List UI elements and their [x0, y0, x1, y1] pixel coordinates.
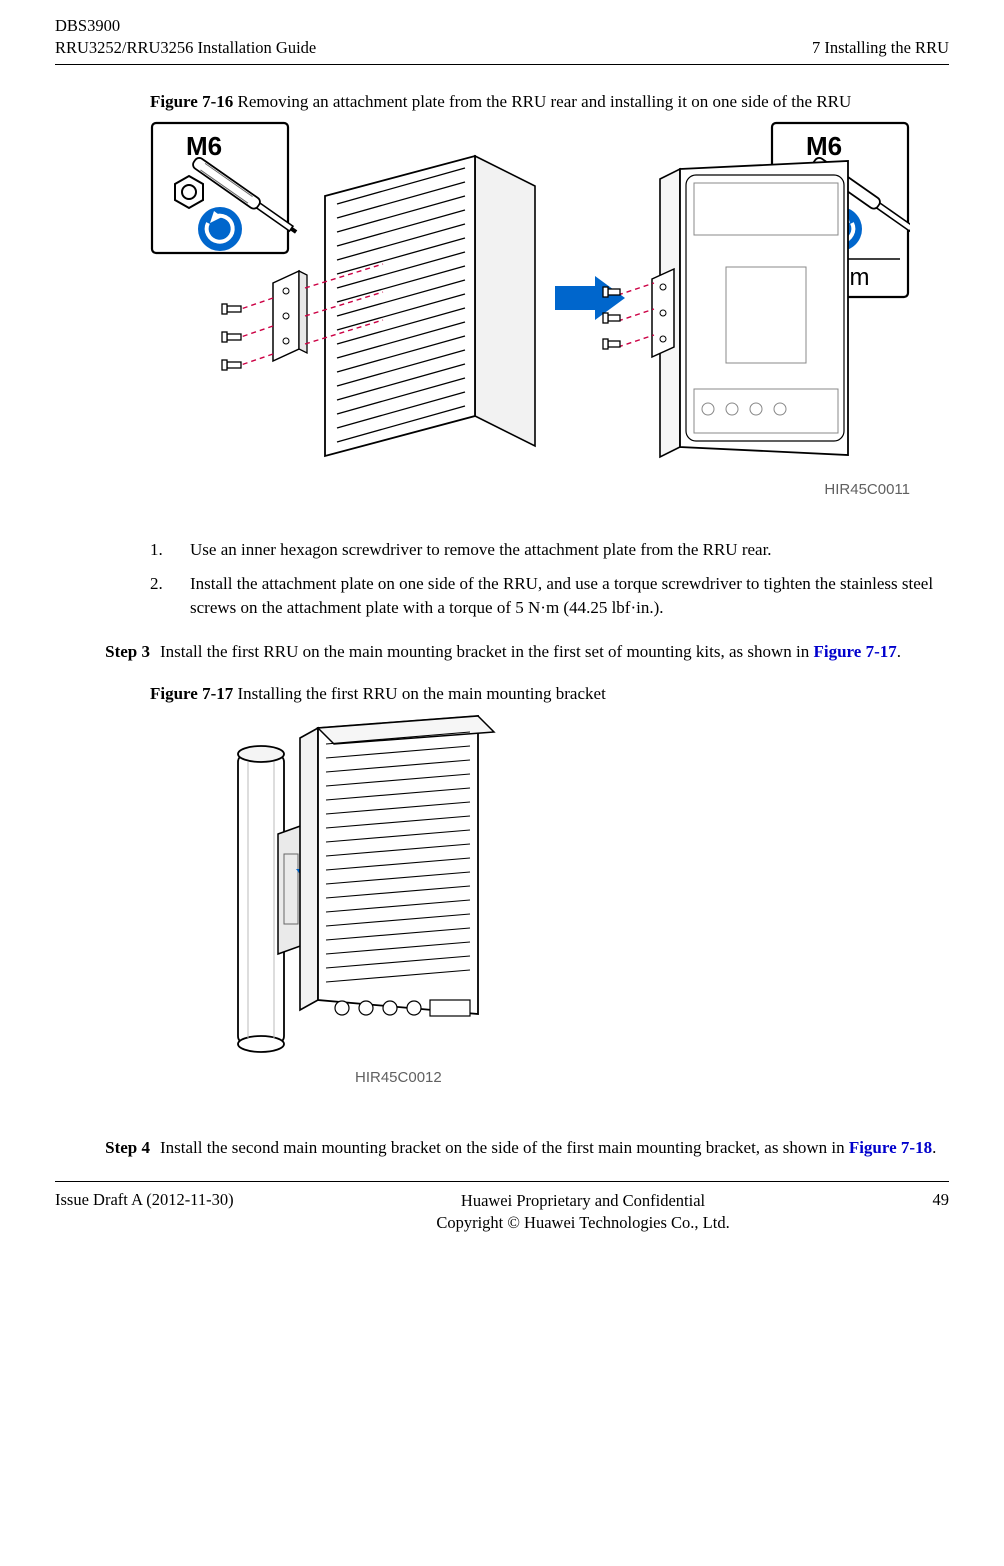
list-item: 2. Install the attachment plate on one s…	[150, 572, 949, 620]
page-footer: Issue Draft A (2012-11-30) Huawei Propri…	[55, 1181, 949, 1235]
figure-7-17-caption-text: Installing the first RRU on the main mou…	[233, 684, 606, 703]
svg-text:M6: M6	[806, 131, 842, 161]
figure-ref-link[interactable]: Figure 7-18	[849, 1138, 932, 1157]
figure-ref-link[interactable]: Figure 7-17	[813, 642, 896, 661]
step-3-label: Step 3	[85, 640, 160, 665]
header-product: DBS3900	[55, 15, 316, 37]
footer-page-num: 49	[933, 1190, 950, 1210]
step-3: Step 3 Install the first RRU on the main…	[85, 640, 949, 665]
list-item-text: Install the attachment plate on one side…	[190, 572, 949, 620]
figure-7-17-caption: Figure 7-17 Installing the first RRU on …	[150, 682, 934, 706]
substep-list: 1. Use an inner hexagon screwdriver to r…	[150, 538, 949, 619]
figure-7-16-label: Figure 7-16	[150, 92, 233, 111]
list-item-num: 1.	[150, 538, 190, 562]
figure-7-16-caption: Figure 7-16 Removing an attachment plate…	[150, 90, 934, 114]
step-4-before: Install the second main mounting bracket…	[160, 1138, 849, 1157]
list-item-num: 2.	[150, 572, 190, 620]
header-chapter: 7 Installing the RRU	[812, 37, 949, 59]
step-3-after: .	[897, 642, 901, 661]
figure-7-16-caption-text: Removing an attachment plate from the RR…	[233, 92, 851, 111]
header-doc-title: RRU3252/RRU3256 Installation Guide	[55, 37, 316, 59]
step-4-label: Step 4	[85, 1136, 160, 1161]
figure-7-17-code: HIR45C0012	[355, 1069, 949, 1086]
footer-issue: Issue Draft A (2012-11-30)	[55, 1190, 234, 1210]
footer-proprietary: Huawei Proprietary and Confidential	[436, 1190, 729, 1212]
header-left: DBS3900 RRU3252/RRU3256 Installation Gui…	[55, 15, 316, 60]
step-4: Step 4 Install the second main mounting …	[85, 1136, 949, 1161]
step-3-text: Install the first RRU on the main mounti…	[160, 640, 949, 665]
svg-text:M6: M6	[186, 131, 222, 161]
step-4-text: Install the second main mounting bracket…	[160, 1136, 949, 1161]
figure-7-16-code: HIR45C0011	[150, 481, 910, 498]
step-3-before: Install the first RRU on the main mounti…	[160, 642, 813, 661]
list-item: 1. Use an inner hexagon screwdriver to r…	[150, 538, 949, 562]
footer-copyright: Copyright © Huawei Technologies Co., Ltd…	[436, 1212, 729, 1234]
page-header: DBS3900 RRU3252/RRU3256 Installation Gui…	[55, 15, 949, 65]
list-item-text: Use an inner hexagon screwdriver to remo…	[190, 538, 949, 562]
footer-center: Huawei Proprietary and Confidential Copy…	[436, 1190, 729, 1235]
figure-7-17-image	[210, 714, 949, 1059]
step-4-after: .	[932, 1138, 936, 1157]
figure-7-17-label: Figure 7-17	[150, 684, 233, 703]
figure-7-16-image: M6	[150, 121, 949, 471]
